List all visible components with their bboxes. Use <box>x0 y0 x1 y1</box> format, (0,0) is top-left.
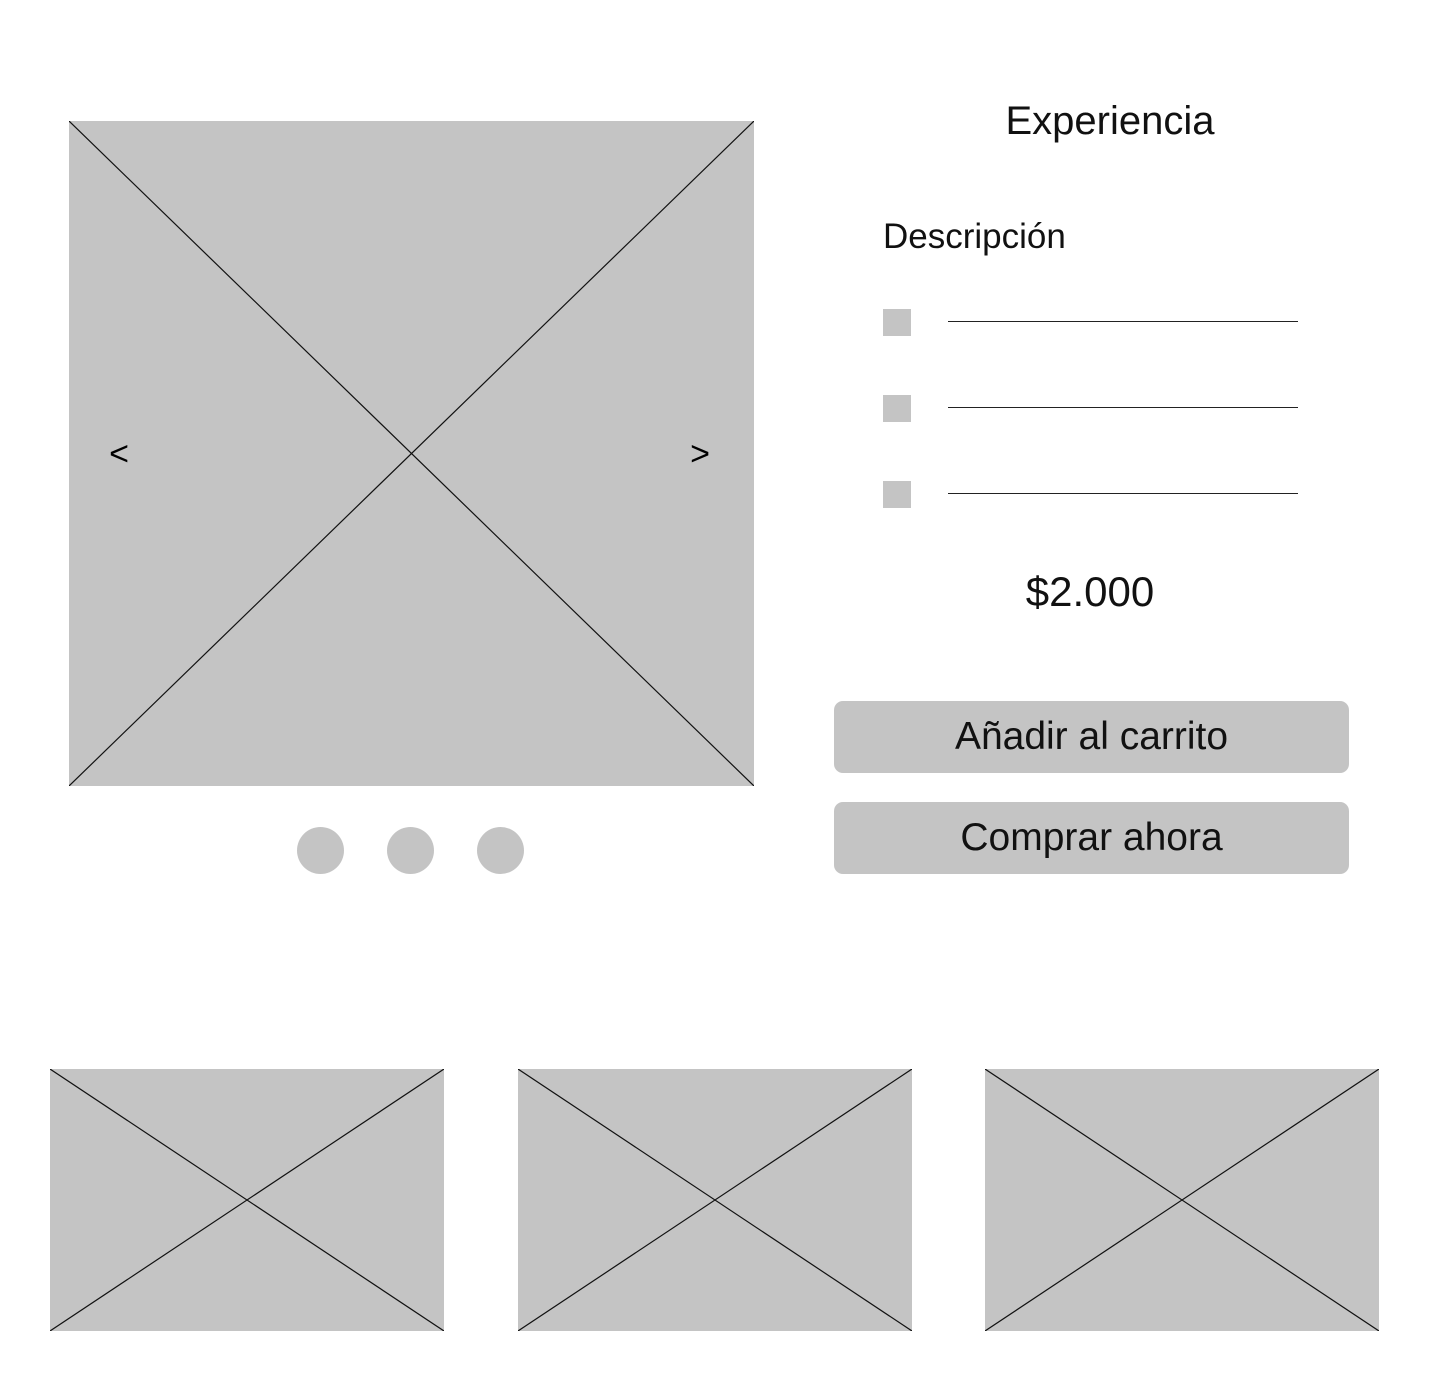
carousel-next-button[interactable]: > <box>690 434 710 473</box>
related-thumbnail-2[interactable] <box>518 1069 912 1331</box>
image-placeholder-icon <box>50 1069 444 1331</box>
carousel-prev-button[interactable]: < <box>109 434 129 473</box>
image-carousel: < > <box>69 121 754 786</box>
feature-item <box>883 481 1303 567</box>
feature-text-placeholder <box>948 493 1298 494</box>
feature-list <box>883 309 1303 567</box>
description-heading: Descripción <box>883 217 1066 256</box>
carousel-dot-2[interactable] <box>387 827 434 874</box>
image-placeholder-icon <box>518 1069 912 1331</box>
image-placeholder-icon <box>69 121 754 786</box>
product-title: Experiencia <box>1005 99 1215 143</box>
feature-text-placeholder <box>948 321 1298 322</box>
feature-item <box>883 395 1303 481</box>
main-image-placeholder <box>69 121 754 786</box>
related-thumbnail-3[interactable] <box>985 1069 1379 1331</box>
feature-text-placeholder <box>948 407 1298 408</box>
thumbnail-image-placeholder <box>518 1069 912 1331</box>
thumbnail-image-placeholder <box>985 1069 1379 1331</box>
add-to-cart-button[interactable]: Añadir al carrito <box>834 701 1349 773</box>
feature-bullet-icon <box>883 395 911 422</box>
feature-bullet-icon <box>883 481 911 508</box>
thumbnail-image-placeholder <box>50 1069 444 1331</box>
carousel-dot-1[interactable] <box>297 827 344 874</box>
related-thumbnail-1[interactable] <box>50 1069 444 1331</box>
carousel-dot-3[interactable] <box>477 827 524 874</box>
feature-bullet-icon <box>883 309 911 336</box>
image-placeholder-icon <box>985 1069 1379 1331</box>
product-price: $2.000 <box>1025 568 1155 615</box>
buy-now-button[interactable]: Comprar ahora <box>834 802 1349 874</box>
feature-item <box>883 309 1303 395</box>
carousel-pagination <box>297 827 524 875</box>
